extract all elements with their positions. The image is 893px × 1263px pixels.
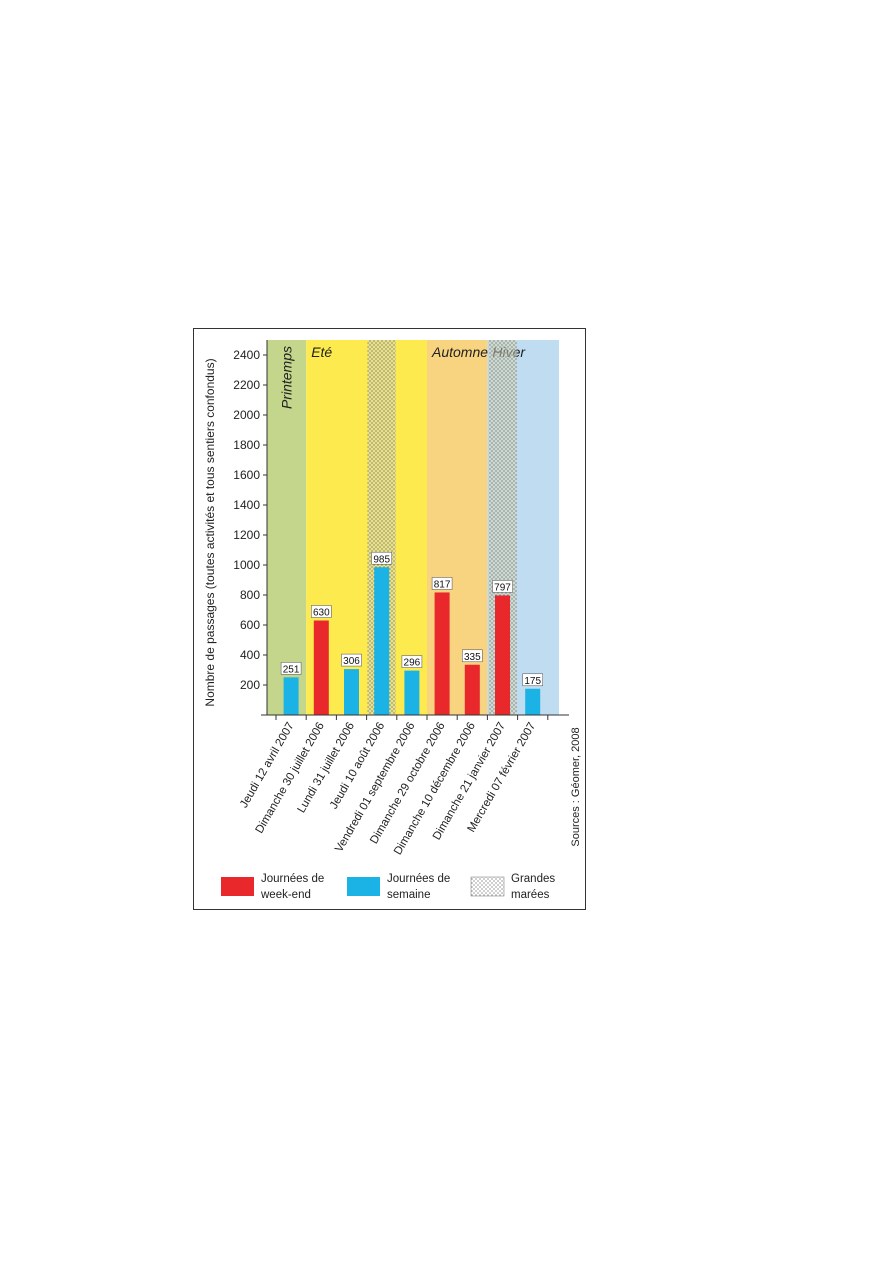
legend-label: Journées de — [261, 873, 324, 885]
data-label-box — [311, 605, 332, 618]
bar — [495, 595, 510, 715]
data-label-box — [461, 649, 483, 663]
y-tick-label: 400 — [240, 648, 260, 662]
data-label: 817 — [434, 579, 451, 590]
legend-label: week-end — [260, 889, 311, 901]
season-label: Eté — [311, 344, 332, 360]
bar — [434, 592, 450, 715]
bar — [374, 567, 390, 715]
data-label: 630 — [313, 608, 330, 619]
bar — [464, 664, 480, 715]
data-label: 306 — [343, 656, 360, 667]
season-label: Automne — [431, 344, 488, 360]
y-axis-title: Nombre de passages (toutes activités et … — [203, 358, 217, 706]
season-label: Printemps — [279, 346, 295, 409]
legend-swatch — [347, 877, 380, 896]
data-label-box — [431, 577, 453, 590]
y-tick-label: 2400 — [233, 348, 260, 362]
legend-swatch — [221, 877, 254, 896]
season-band-0 — [267, 340, 307, 715]
bar — [404, 670, 420, 715]
data-label-box — [492, 580, 513, 593]
data-label-box — [522, 673, 544, 687]
data-label-box — [401, 655, 423, 668]
y-tick-label: 1800 — [233, 438, 260, 452]
legend-label: marées — [511, 889, 550, 901]
source-note: Sources : Géomer, 2008 — [570, 727, 582, 846]
legend-swatch — [470, 876, 505, 897]
bar-chart: PrintempsEtéAutomneHiver 200400600800100… — [193, 328, 586, 910]
y-tick-label: 2200 — [233, 378, 260, 392]
y-tick-label: 1600 — [233, 468, 260, 482]
bar — [525, 688, 541, 715]
y-tick-label: 1200 — [233, 528, 260, 542]
bar — [313, 620, 329, 715]
data-label-box — [280, 662, 302, 675]
data-label: 296 — [404, 658, 421, 669]
y-tick-label: 1000 — [233, 558, 260, 572]
data-label: 985 — [373, 554, 390, 565]
y-tick-label: 2000 — [233, 408, 260, 422]
data-label: 251 — [283, 664, 300, 675]
y-tick-label: 600 — [240, 618, 260, 632]
data-label: 335 — [464, 652, 481, 663]
data-label: 175 — [524, 676, 541, 687]
chart-figure: PrintempsEtéAutomneHiver 200400600800100… — [193, 328, 586, 910]
bar — [344, 669, 359, 715]
y-tick-label: 1400 — [233, 498, 260, 512]
data-label: 797 — [494, 582, 511, 593]
data-label-box — [371, 551, 392, 565]
legend-label: Grandes — [511, 873, 555, 885]
y-tick-label: 800 — [240, 588, 260, 602]
data-label-box — [341, 653, 362, 667]
y-tick-label: 200 — [240, 678, 260, 692]
bar — [283, 677, 299, 715]
legend-label: semaine — [387, 889, 430, 901]
legend-label: Journées de — [387, 873, 450, 885]
